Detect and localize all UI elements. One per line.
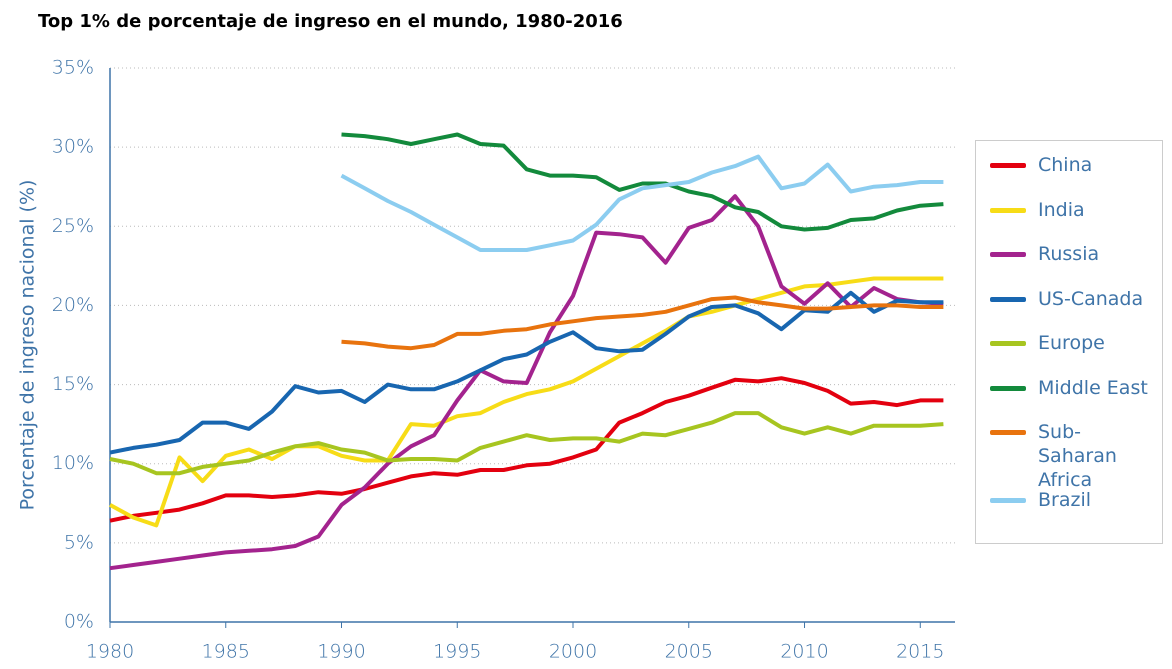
x-tick-label: 2015 [896,641,944,663]
legend-label: China [1038,154,1093,176]
chart: Top 1% de porcentaje de ingreso en el mu… [17,11,955,663]
x-tick-label: 2010 [780,641,828,663]
legend-label: US-Canada [1038,287,1144,310]
legend-label: Sub-Saharan Africa [1038,421,1117,491]
y-tick-label: 15% [52,373,94,395]
x-tick-label: 2000 [549,641,597,663]
y-axis-label: Porcentaje de ingreso nacional (%) [17,180,39,511]
chart-title: Top 1% de porcentaje de ingreso en el mu… [38,11,623,32]
legend-swatch [990,207,1026,213]
series-line [109,411,944,476]
series-line [341,132,944,232]
legend-item: Brazil [990,488,1160,512]
legend-label: Russia [1038,243,1100,265]
legend-item: Russia [990,242,1160,266]
series-line [109,276,944,528]
legend-swatch [990,430,1026,435]
legend-item: Middle East [990,376,1160,400]
legend-swatch [990,341,1026,346]
legend-item: India [990,198,1160,222]
x-tick-label: 2005 [665,641,713,663]
legend-label: Brazil [1038,489,1092,511]
legend-swatch [990,296,1026,302]
y-tick-label: 25% [52,215,94,237]
legend-label: Middle East [1038,376,1148,399]
x-tick-label: 1980 [86,641,134,663]
x-tick-label: 1995 [433,641,481,663]
x-tick-label: 1985 [202,641,250,663]
series-line [340,154,944,252]
legend-item: US-Canada [990,287,1160,311]
series-line [109,376,944,523]
legend-swatch [990,498,1026,503]
y-tick-label: 30% [52,136,94,158]
y-tick-label: 35% [52,57,94,79]
x-tick-label: 1990 [317,641,365,663]
y-tick-label: 5% [64,531,94,553]
legend-swatch [990,385,1026,391]
legend-item: Sub-Saharan Africa [990,420,1160,492]
y-tick-label: 0% [64,611,94,633]
legend-swatch [990,252,1026,257]
series-line [109,194,944,571]
legend-item: China [990,153,1160,177]
legend: China India Russia US-Canada Europe Middle Ea… [975,140,1163,544]
legend-label: India [1038,198,1085,221]
legend-swatch [990,163,1026,168]
legend-label: Europe [1038,332,1105,354]
series-line [341,295,944,351]
y-tick-label: 10% [52,452,94,474]
y-tick-label: 20% [52,294,94,316]
legend-item: Europe [990,331,1160,355]
